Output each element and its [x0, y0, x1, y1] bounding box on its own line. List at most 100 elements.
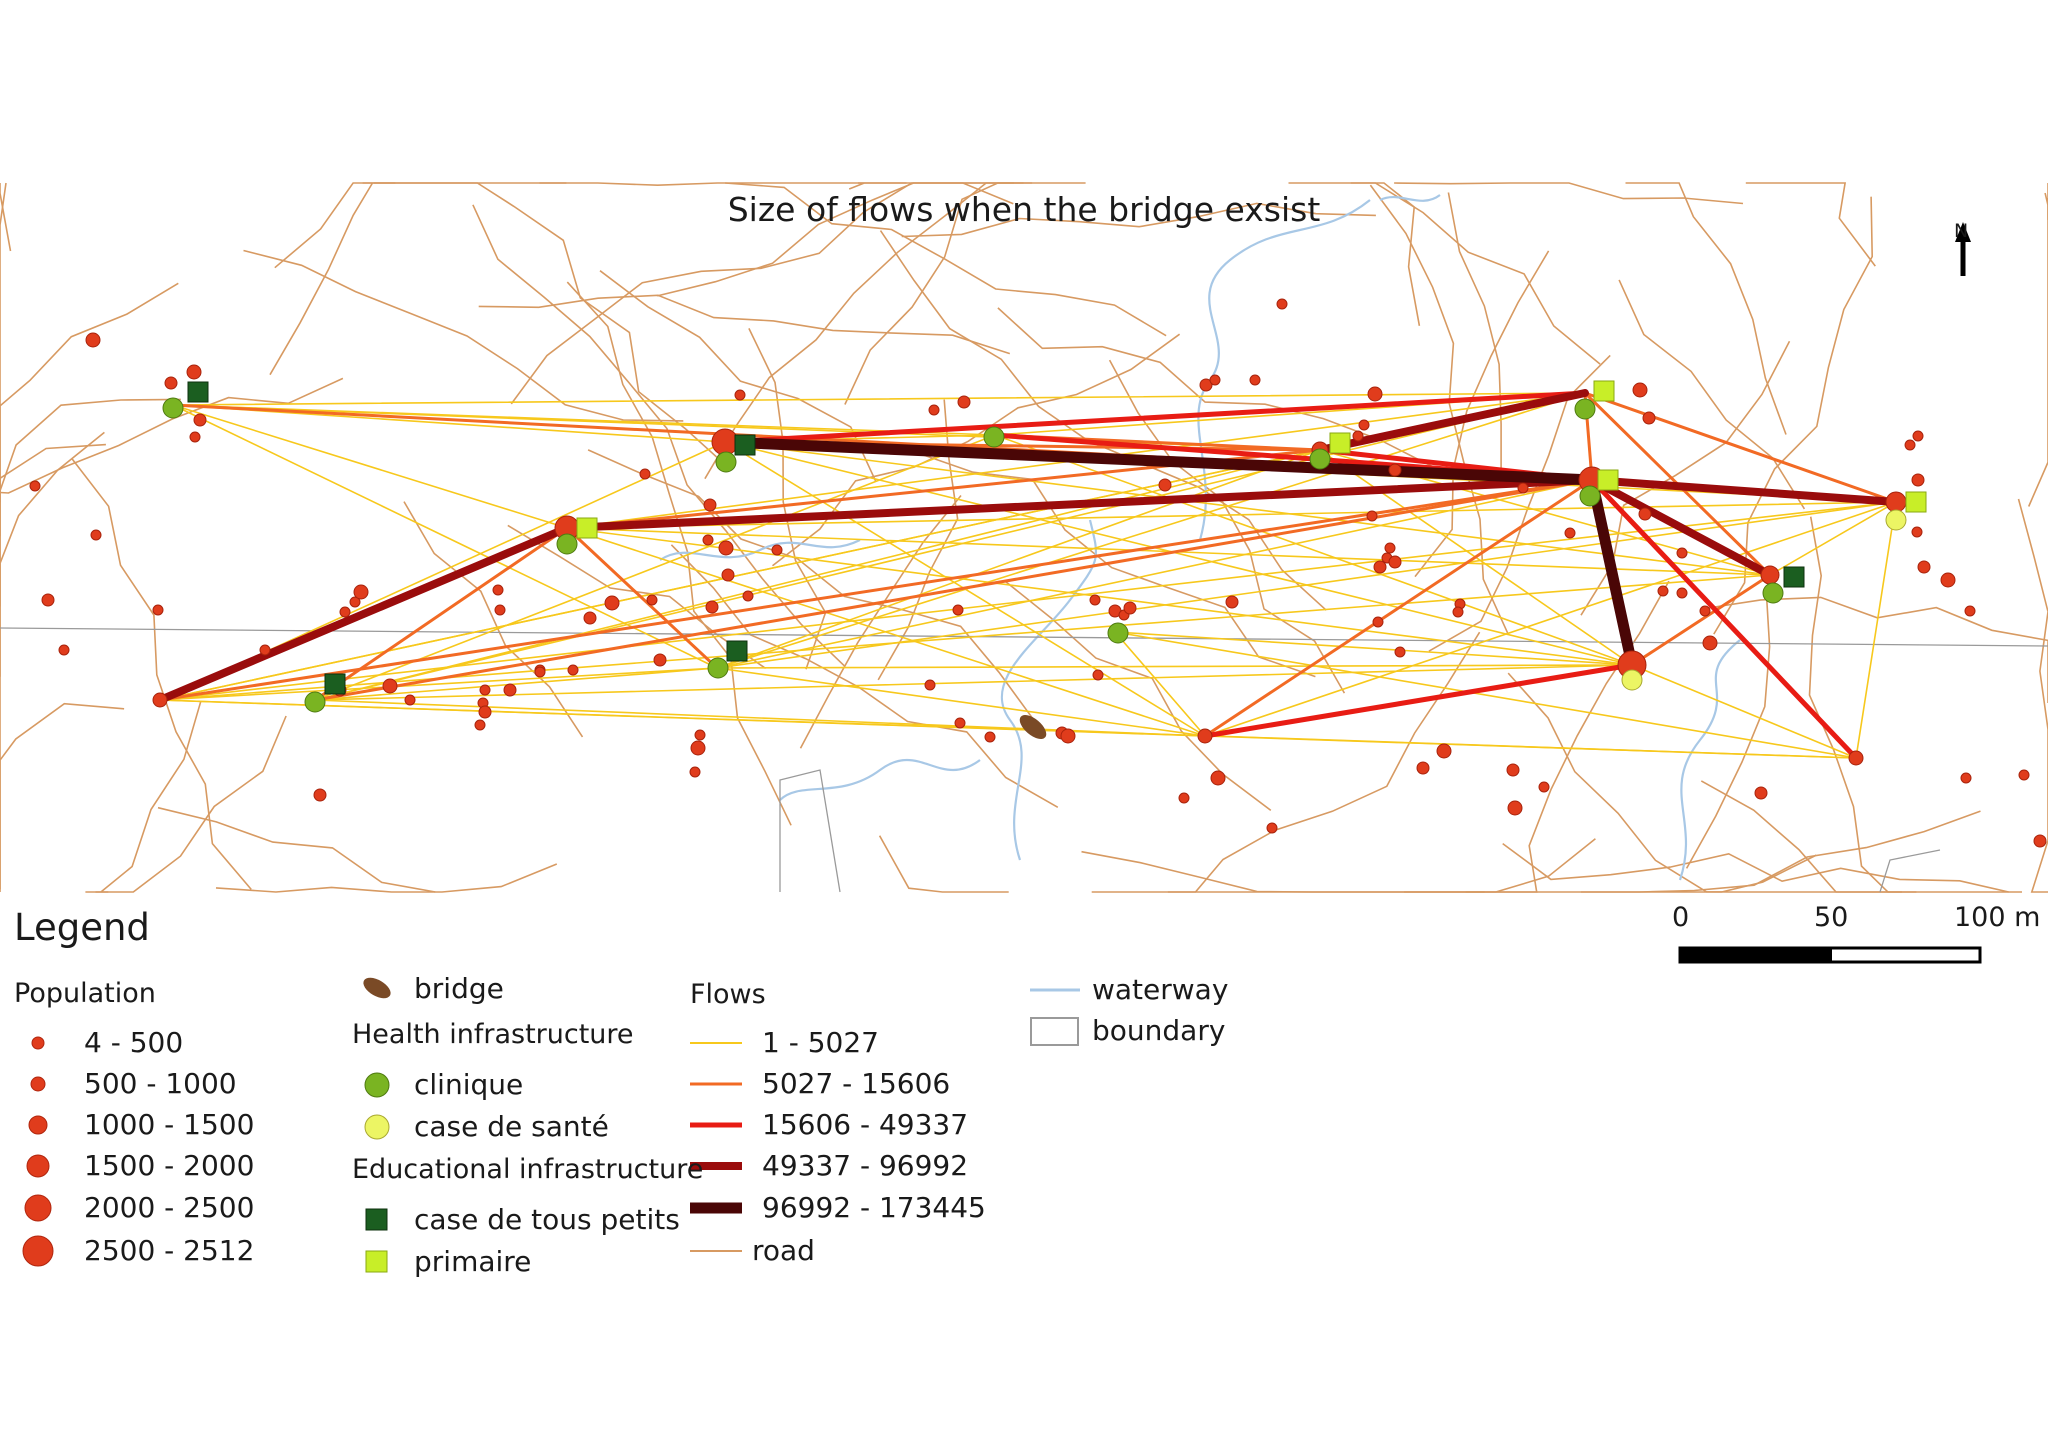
primaire-symbol — [1905, 491, 1927, 513]
road-line — [566, 281, 792, 826]
flow-line — [724, 441, 1633, 666]
legend-pop-symbol-2 — [30, 1076, 46, 1092]
primaire-symbol — [1329, 432, 1351, 454]
flow-line — [563, 476, 1596, 532]
road-line — [1414, 250, 1550, 578]
flow-line — [1588, 476, 1774, 579]
legend-clinique-label: clinique — [414, 1068, 524, 1101]
legend-flows-heading: Flows — [690, 979, 766, 1010]
legend-pop-label-5: 2000 - 2500 — [84, 1191, 255, 1224]
village-point — [1416, 761, 1430, 775]
village-point — [1507, 800, 1523, 816]
road-line — [2017, 498, 2048, 893]
map-title: Size of flows when the bridge exsist — [727, 190, 1321, 229]
village-point — [1388, 463, 1402, 477]
flow-line — [716, 479, 1593, 669]
village-point — [705, 600, 719, 614]
road-line — [243, 249, 684, 422]
village-point — [702, 534, 714, 546]
clinique-symbol — [304, 691, 326, 713]
clinique-symbol — [556, 533, 578, 555]
flow-line — [724, 441, 1771, 576]
flow-line — [1203, 478, 1594, 738]
village-point — [1940, 572, 1956, 588]
flow-line — [172, 404, 996, 436]
flow-line — [566, 501, 1897, 529]
flow-line — [314, 664, 1633, 701]
village-point — [193, 413, 207, 427]
village-point — [604, 595, 620, 611]
flow-line — [1586, 474, 1638, 671]
infrastructure-symbols — [162, 380, 1927, 713]
clinique-symbol — [1579, 485, 1601, 507]
flow-line — [1855, 501, 1897, 759]
legend-symbols — [22, 977, 1080, 1273]
legend-primaire-symbol — [365, 1250, 388, 1273]
village-point — [474, 719, 486, 731]
legend-pop-symbol-1 — [31, 1036, 45, 1050]
hub-village-point — [1760, 565, 1780, 585]
flow-line — [1114, 631, 1206, 737]
village-point — [1452, 606, 1464, 618]
village-point — [694, 729, 706, 741]
hub-village-point — [1885, 491, 1907, 513]
legend-flow-label-1: 1 - 5027 — [762, 1026, 879, 1059]
village-point — [1092, 669, 1104, 681]
clinique-symbol — [1762, 582, 1784, 604]
flow-line — [313, 526, 569, 702]
legend-flow-label-4: 49337 - 96992 — [762, 1149, 969, 1182]
village-point — [85, 332, 101, 348]
village-point — [1225, 595, 1239, 609]
flow-line — [1202, 662, 1635, 739]
village-point — [1699, 605, 1711, 617]
flow-line — [716, 501, 1897, 669]
flow-lines — [156, 389, 1900, 761]
flow-line — [158, 478, 1594, 702]
village-point — [186, 364, 202, 380]
village-point — [152, 604, 164, 616]
village-point — [494, 604, 506, 616]
village-point — [1178, 792, 1190, 804]
flow-line — [722, 390, 1588, 445]
flow-line — [1630, 573, 1772, 667]
village-point — [1384, 542, 1396, 554]
clinique-symbol — [707, 657, 729, 679]
village-point — [928, 404, 940, 416]
road-line — [1108, 359, 1346, 694]
case-de-tous-petits-symbol — [734, 434, 756, 456]
village-point — [90, 529, 102, 541]
flow-line — [1589, 477, 1859, 761]
primaire-symbol — [576, 517, 598, 539]
village-point — [1517, 482, 1529, 494]
flow-line — [1588, 476, 1900, 506]
flow-line — [172, 392, 1586, 406]
road-line — [1167, 838, 1596, 893]
road-line — [0, 398, 181, 537]
village-point — [954, 717, 966, 729]
village-point — [1394, 646, 1406, 658]
road-line — [403, 501, 584, 738]
village-point — [1388, 555, 1402, 569]
village-point — [1702, 635, 1718, 651]
scale-label-0: 0 — [1672, 902, 1690, 933]
flow-line — [314, 667, 718, 701]
legend-case-de-sante-symbol — [364, 1114, 390, 1140]
legend-flow-label-2: 5027 - 15606 — [762, 1067, 951, 1100]
clinique-symbol — [1574, 398, 1596, 420]
village-point — [1089, 594, 1101, 606]
hub-village-point — [1197, 728, 1213, 744]
primaire-symbol — [1597, 469, 1619, 491]
road-line — [478, 294, 1011, 355]
case-de-tous-petits-symbol — [324, 673, 346, 695]
village-point — [382, 678, 398, 694]
legend-road-label: road — [752, 1234, 815, 1267]
village-point — [1642, 411, 1656, 425]
road-line — [95, 715, 287, 893]
road-line — [0, 183, 12, 252]
village-point — [259, 644, 271, 656]
case-de-tous-petits-symbol — [726, 640, 748, 662]
village-point — [1917, 560, 1931, 574]
village-point — [1373, 560, 1387, 574]
village-point — [984, 731, 996, 743]
north-arrow — [1955, 222, 1971, 276]
